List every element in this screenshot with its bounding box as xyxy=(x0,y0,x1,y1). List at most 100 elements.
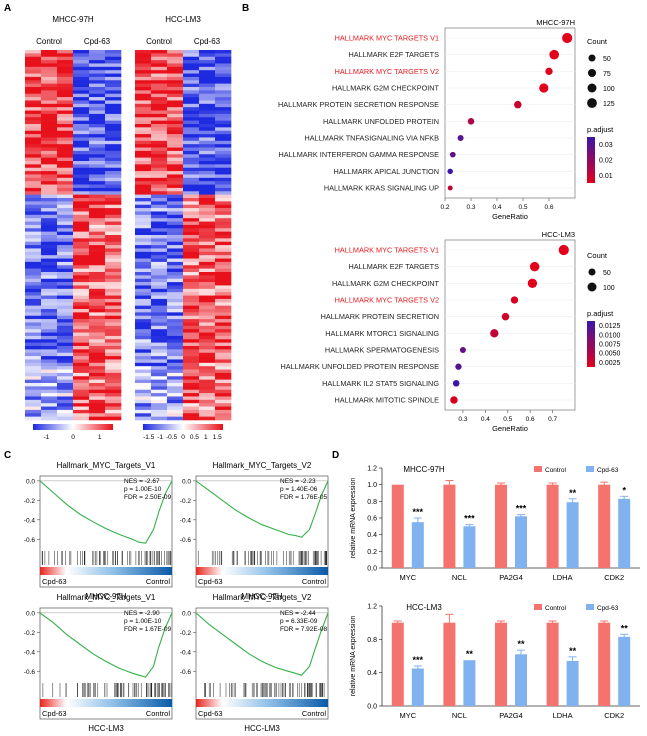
heatmap-cell xyxy=(199,211,216,216)
x-axis-label: GeneRatio xyxy=(492,212,528,221)
heatmap-cell xyxy=(25,201,42,206)
heatmap-cell xyxy=(105,282,122,286)
heatmap-cell xyxy=(167,369,184,374)
heatmap-cell xyxy=(199,83,216,88)
heatmap-cell xyxy=(41,174,58,179)
heatmap-cell xyxy=(73,80,90,84)
heatmap-cell xyxy=(183,369,200,374)
heatmap-cell xyxy=(41,278,58,283)
heatmap-cell xyxy=(199,342,216,347)
heatmap-cell xyxy=(105,248,122,253)
heatmap-cell xyxy=(215,342,232,347)
heatmap-cell xyxy=(89,282,106,286)
heatmap-cell xyxy=(89,211,106,216)
dot-point xyxy=(490,329,499,338)
heatmap-cell xyxy=(41,150,58,155)
enrichment-curve xyxy=(195,612,329,676)
heatmap-cell xyxy=(73,295,90,300)
heatmap-cell xyxy=(215,97,232,101)
heatmap-cell xyxy=(183,322,200,327)
heatmap-cell xyxy=(183,309,200,313)
heatmap-cell xyxy=(73,214,90,219)
dot-point xyxy=(452,380,460,387)
heatmap-cell xyxy=(73,157,90,162)
heatmap-cell xyxy=(151,379,168,384)
heatmap-cell xyxy=(25,386,42,391)
heatmap-cell xyxy=(215,124,232,128)
heatmap-cell xyxy=(167,171,184,175)
heatmap-cell xyxy=(135,137,152,142)
heatmap-cell xyxy=(89,325,106,330)
heatmap-cell xyxy=(73,140,90,145)
heatmap-cell xyxy=(199,76,216,81)
heatmap-cell xyxy=(73,60,90,64)
legend-padj-label: 0.01 xyxy=(599,173,613,180)
heatmap-cell xyxy=(73,204,90,209)
heatmap-cell xyxy=(41,224,58,229)
heatmap-cell xyxy=(41,251,58,256)
heatmap-cell xyxy=(135,214,152,219)
heatmap-cell xyxy=(151,278,168,283)
heatmap-cell xyxy=(151,201,168,206)
legend-padj-bar xyxy=(587,321,595,367)
heatmap-cell xyxy=(105,359,122,364)
heatmap-cell xyxy=(41,97,58,101)
heatmap-cell xyxy=(25,134,42,138)
heatmap-cell xyxy=(167,140,184,145)
heatmap-cell xyxy=(199,272,216,276)
heatmap-cell xyxy=(73,342,90,347)
heatmap-cell xyxy=(215,150,232,155)
heatmap-cell xyxy=(167,346,184,350)
heatmap-cell xyxy=(199,100,216,105)
heatmap-cell xyxy=(135,120,152,125)
heatmap-cell xyxy=(25,161,42,165)
heatmap-cell xyxy=(151,177,168,182)
heatmap-cell xyxy=(57,127,74,132)
heatmap-cell xyxy=(57,201,74,206)
heatmap-cell xyxy=(25,342,42,347)
heatmap-cell xyxy=(57,231,74,236)
heatmap-cell xyxy=(135,171,152,175)
heatmap-cell xyxy=(215,231,232,236)
heatmap-cell xyxy=(135,113,152,118)
heatmap-cell xyxy=(25,389,42,394)
y-tick-label: 0.8 xyxy=(367,499,377,506)
colorbar-tick-label: -1 xyxy=(43,434,49,441)
legend-padj-label: 0.02 xyxy=(599,158,613,165)
heatmap-cell xyxy=(73,372,90,377)
significance-mark: ** xyxy=(466,649,474,659)
gsea-right-label: Control xyxy=(302,709,327,718)
heatmap-cell xyxy=(73,211,90,216)
heatmap-cell xyxy=(151,248,168,253)
heatmap-cell xyxy=(105,167,122,172)
legend-padj-label: 0.0100 xyxy=(599,332,621,339)
heatmap-cell xyxy=(199,319,216,323)
heatmap-cell xyxy=(199,191,216,195)
heatmap-cell xyxy=(199,379,216,384)
bar xyxy=(391,622,404,706)
term-label: HALLMARK E2F TARGETS xyxy=(348,262,439,271)
heatmap-cell xyxy=(25,218,42,222)
heatmap-cell xyxy=(183,171,200,175)
heatmap-cell xyxy=(89,50,106,54)
heatmap-cell xyxy=(41,372,58,377)
significance-mark: *** xyxy=(516,504,527,514)
heatmap-cell xyxy=(135,359,152,364)
heatmap-cell xyxy=(105,110,122,115)
heatmap-cell xyxy=(73,150,90,155)
heatmap-cell xyxy=(151,63,168,68)
heatmap-cell xyxy=(89,134,106,138)
heatmap-cell xyxy=(135,161,152,165)
dot-point xyxy=(450,396,458,404)
heatmap-cell xyxy=(41,60,58,64)
heatmap-cell xyxy=(199,161,216,165)
gsea-stat: NES = -2.23 xyxy=(280,478,316,485)
heatmap-cell xyxy=(167,60,184,64)
heatmap-cell xyxy=(105,406,122,411)
heatmap-cell xyxy=(89,369,106,374)
heatmap-cell xyxy=(199,265,216,269)
heatmap-cell xyxy=(105,66,122,71)
gsea-right-label: Control xyxy=(302,577,327,586)
legend-count-title: Count xyxy=(587,37,608,46)
heatmap-cell xyxy=(41,329,58,333)
